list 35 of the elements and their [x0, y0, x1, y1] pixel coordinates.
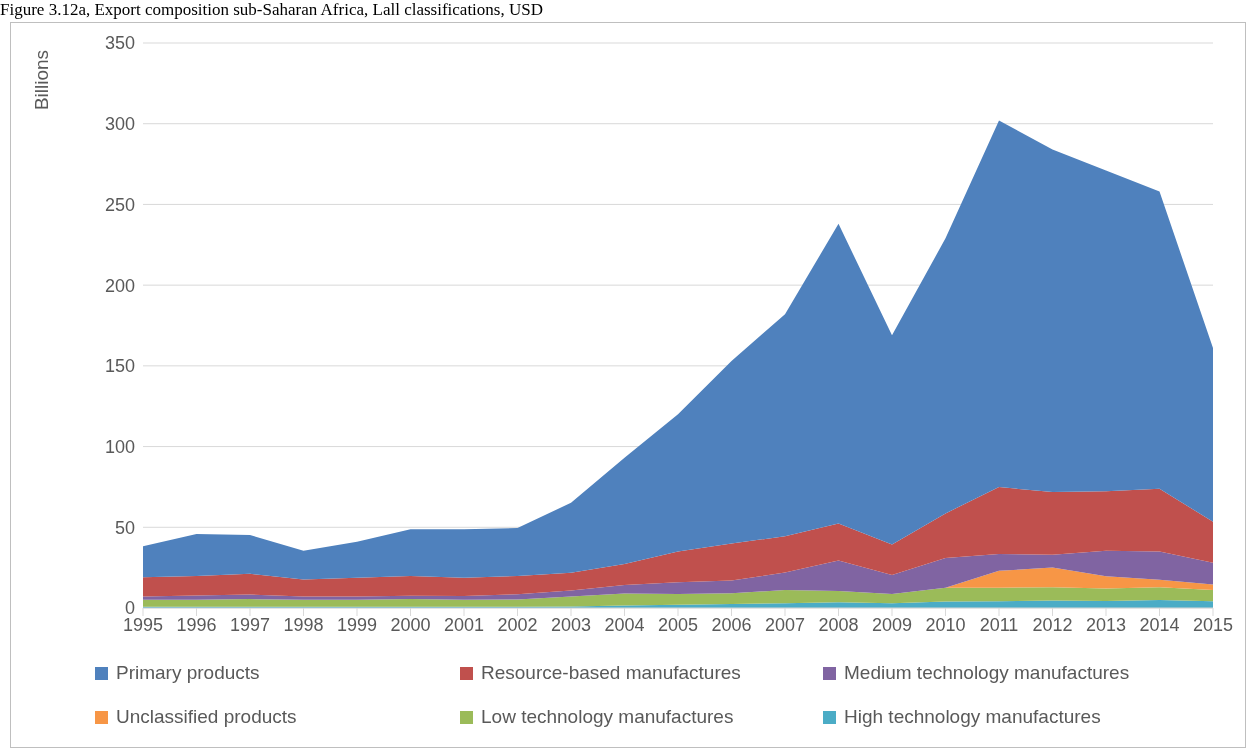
- legend-label: High technology manufactures: [844, 706, 1101, 728]
- x-tick-label: 2010: [925, 614, 966, 635]
- x-tick-label: 2006: [711, 614, 752, 635]
- x-tick-label: 2004: [604, 614, 645, 635]
- x-tick-label: 2005: [657, 614, 699, 635]
- legend-label: Medium technology manufactures: [844, 662, 1130, 684]
- x-tick-label: 2002: [497, 614, 538, 635]
- y-tick-label: 150: [104, 356, 135, 377]
- y-axis-title: Billions: [31, 49, 53, 111]
- x-tick-label: 2008: [818, 614, 859, 635]
- x-tick-label: 2001: [443, 614, 485, 635]
- x-tick-label: 2013: [1085, 614, 1127, 635]
- y-tick-label: 50: [114, 517, 135, 538]
- y-tick-label: 300: [104, 114, 135, 135]
- x-tick-label: 2007: [764, 614, 806, 635]
- legend-label: Resource-based manufactures: [481, 662, 741, 684]
- x-tick-label: 1999: [336, 614, 378, 635]
- y-tick-label: 100: [104, 436, 135, 457]
- chart-title: Figure 3.12a, Export composition sub-Saharan Africa, Lall classifications, USD: [0, 0, 543, 20]
- x-tick-label: 2012: [1032, 614, 1073, 635]
- legend-label: Low technology manufactures: [481, 706, 734, 728]
- x-tick-label: 2015: [1192, 614, 1234, 635]
- x-tick-label: 2003: [550, 614, 592, 635]
- x-tick-label: 2009: [871, 614, 913, 635]
- legend-label: Unclassified products: [116, 706, 297, 728]
- y-tick-label: 350: [104, 33, 135, 54]
- x-tick-label: 1998: [283, 614, 324, 635]
- x-tick-label: 1997: [229, 614, 271, 635]
- x-tick-label: 2011: [979, 614, 1019, 635]
- x-tick-label: 1996: [176, 614, 217, 635]
- legend-label: Primary products: [116, 662, 260, 684]
- y-tick-label: 250: [104, 194, 135, 215]
- x-tick-label: 2014: [1139, 614, 1180, 635]
- x-tick-label: 2000: [390, 614, 431, 635]
- y-tick-label: 200: [104, 275, 135, 296]
